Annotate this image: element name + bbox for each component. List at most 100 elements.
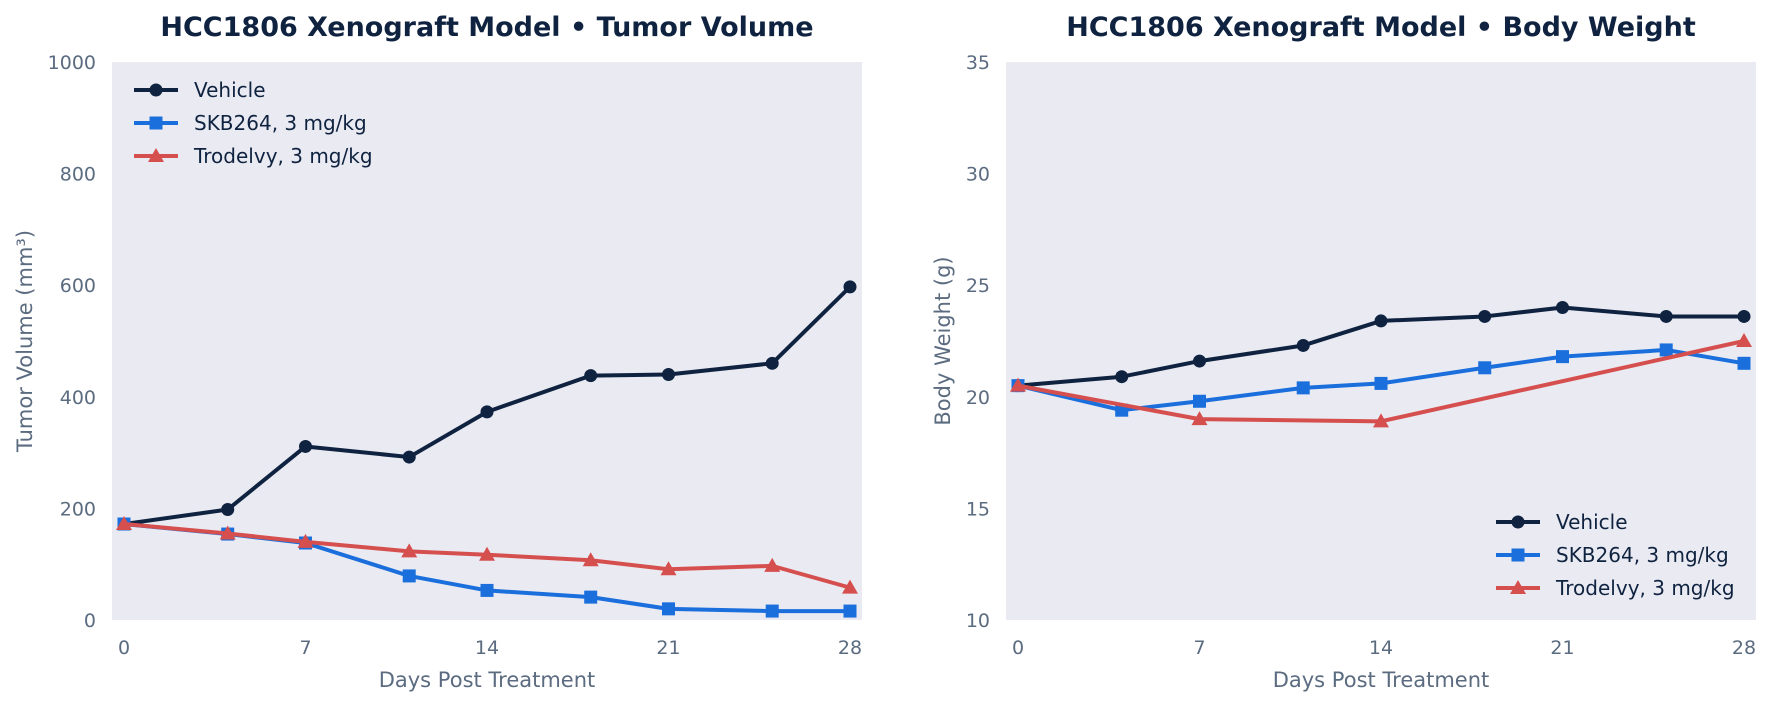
data-point — [1737, 309, 1751, 323]
legend: Vehicle SKB264, 3 mg/kg Trodelvy, 3 mg/kg — [1496, 510, 1735, 600]
legend-label: Trodelvy, 3 mg/kg — [193, 144, 373, 168]
data-point — [1737, 356, 1751, 370]
data-point — [221, 503, 235, 517]
legend-marker — [149, 83, 163, 97]
legend-item: SKB264, 3 mg/kg — [134, 111, 367, 135]
data-point — [765, 356, 779, 370]
x-tick-label: 28 — [1732, 637, 1756, 659]
data-point — [765, 604, 779, 618]
data-point — [660, 561, 677, 576]
data-point — [1191, 411, 1208, 426]
data-point — [1556, 301, 1569, 315]
data-point — [1193, 394, 1206, 408]
legend: Vehicle SKB264, 3 mg/kg Trodelvy, 3 mg/kg — [134, 78, 373, 168]
data-point — [1374, 314, 1388, 328]
data-point — [402, 450, 416, 464]
x-tick-label: 14 — [1369, 637, 1393, 659]
x-axis-label: Days Post Treatment — [1273, 668, 1490, 692]
series-line — [1016, 339, 1746, 424]
data-point — [582, 552, 599, 567]
legend-label: Trodelvy, 3 mg/kg — [1555, 576, 1735, 600]
x-tick-label: 7 — [1193, 637, 1205, 659]
data-point — [1115, 370, 1129, 384]
data-point — [402, 569, 416, 583]
y-tick-label: 800 — [60, 164, 96, 186]
legend-marker — [1511, 515, 1525, 529]
x-tick-label: 0 — [1012, 637, 1024, 659]
y-tick-label: 1000 — [48, 52, 96, 74]
data-point — [1478, 309, 1492, 323]
y-tick-label: 15 — [966, 498, 990, 520]
data-point — [1736, 333, 1752, 347]
y-tick-label: 30 — [966, 164, 990, 186]
x-tick-label: 14 — [475, 637, 499, 659]
y-tick-label: 400 — [60, 387, 96, 409]
data-point — [662, 602, 675, 616]
data-point — [1010, 377, 1026, 392]
data-point — [584, 369, 598, 383]
x-axis-label: Days Post Treatment — [379, 668, 596, 692]
legend-label: Vehicle — [194, 78, 266, 102]
data-point — [480, 583, 494, 597]
x-tick-label: 21 — [656, 637, 680, 659]
data-point — [479, 546, 495, 561]
y-axis-label: Body Weight (g) — [931, 256, 955, 425]
legend-marker — [149, 116, 163, 130]
series-3 — [116, 516, 858, 594]
y-tick-label: 200 — [60, 498, 96, 520]
data-point — [1659, 309, 1673, 323]
data-point — [219, 525, 236, 540]
y-tick-label: 35 — [966, 52, 990, 74]
legend-item: Vehicle — [1496, 510, 1628, 534]
y-tick-label: 25 — [966, 275, 990, 297]
y-tick-label: 0 — [84, 610, 96, 632]
data-point — [1374, 376, 1388, 390]
data-point — [843, 604, 857, 618]
plot-area — [112, 62, 862, 620]
plot-area — [1006, 62, 1756, 620]
y-tick-label: 600 — [60, 275, 96, 297]
data-point — [1296, 381, 1310, 395]
chart-panel-1: HCC1806 Xenograft Model • Tumor Volume 0 2… — [13, 12, 862, 692]
data-point — [842, 579, 858, 594]
legend-marker — [148, 148, 164, 162]
x-tick-label: 7 — [299, 637, 311, 659]
data-point — [764, 557, 781, 572]
legend-label: SKB264, 3 mg/kg — [194, 111, 367, 135]
data-point — [1296, 338, 1310, 352]
data-point — [1659, 343, 1673, 357]
x-tick-label: 28 — [838, 637, 862, 659]
data-point — [297, 533, 314, 548]
data-point — [401, 543, 418, 558]
legend-item: SKB264, 3 mg/kg — [1496, 543, 1729, 567]
data-point — [1373, 413, 1389, 428]
series-1 — [1011, 301, 1751, 393]
legend-marker — [1510, 580, 1526, 594]
legend-label: SKB264, 3 mg/kg — [1556, 543, 1729, 567]
data-point — [1556, 350, 1569, 364]
series-3 — [1010, 333, 1752, 428]
legend-item: Vehicle — [134, 78, 266, 102]
y-tick-label: 20 — [966, 387, 990, 409]
data-point — [584, 590, 598, 604]
data-point — [662, 367, 675, 381]
x-tick-label: 21 — [1550, 637, 1574, 659]
chart-panel-2: HCC1806 Xenograft Model • Body Weight 10 1… — [931, 12, 1756, 692]
data-point — [1193, 354, 1206, 368]
data-point — [116, 516, 132, 531]
data-point — [843, 280, 857, 294]
y-tick-label: 10 — [966, 610, 990, 632]
x-tick-label: 0 — [118, 637, 130, 659]
legend-item: Trodelvy, 3 mg/kg — [134, 144, 373, 168]
series-2 — [1011, 343, 1751, 417]
legend-label: Vehicle — [1556, 510, 1628, 534]
chart-title: HCC1806 Xenograft Model • Body Weight — [1066, 12, 1696, 43]
y-axis-label: Tumor Volume (mm³) — [13, 230, 37, 453]
chart-title: HCC1806 Xenograft Model • Tumor Volume — [160, 12, 813, 43]
data-point — [480, 405, 494, 419]
data-point — [299, 439, 312, 453]
legend-marker — [1511, 548, 1525, 562]
data-point — [1478, 361, 1492, 375]
